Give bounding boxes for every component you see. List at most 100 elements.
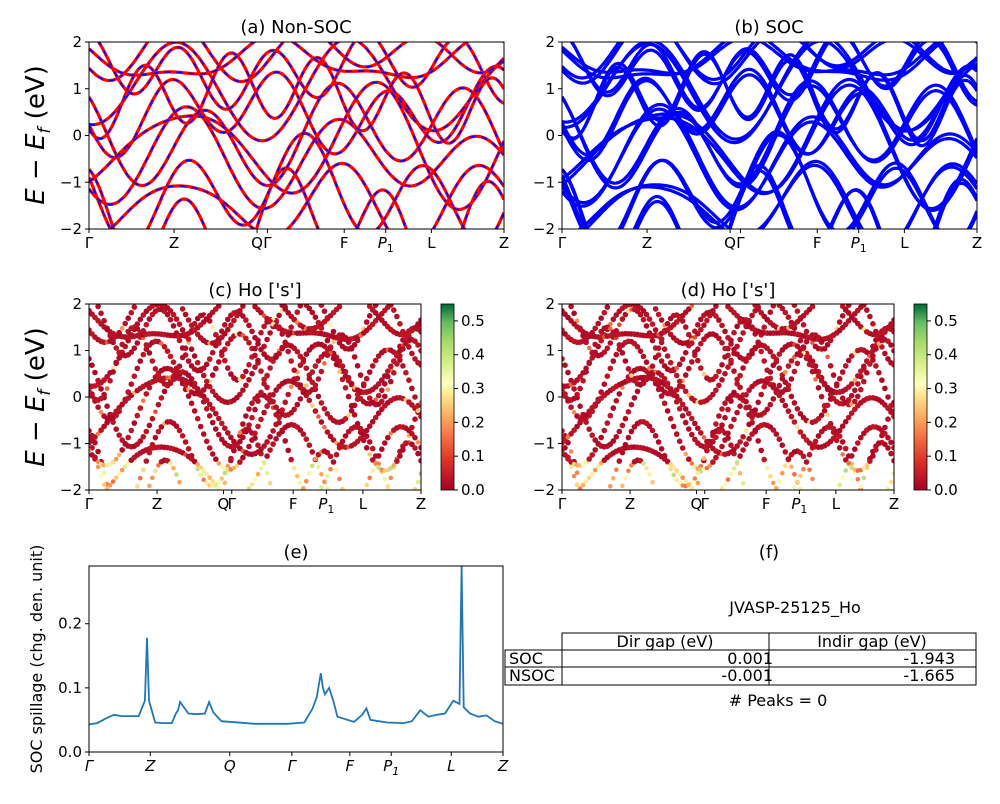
projection-point <box>845 357 852 364</box>
projection-point <box>258 368 264 374</box>
projection-point <box>891 457 894 464</box>
panel-d-axes: 210−1−2Γ Z QΓ F P1 L Z <box>533 295 899 516</box>
kpath-label: Z <box>972 234 982 252</box>
projection-point <box>261 376 267 383</box>
projection-point <box>728 357 734 364</box>
projection-point <box>209 406 216 412</box>
projection-point <box>867 313 873 320</box>
projection-point <box>255 423 261 430</box>
projection-point <box>304 383 309 388</box>
projection-point <box>686 482 692 487</box>
projection-point <box>622 358 629 364</box>
colorbar-tick-label: 0.0 <box>461 481 485 499</box>
projection-point <box>246 422 252 428</box>
projection-point <box>580 482 586 488</box>
projection-point <box>152 434 159 441</box>
projection-point <box>676 361 683 368</box>
projection-point <box>243 368 249 375</box>
projection-point <box>607 412 614 419</box>
projection-point <box>873 447 879 453</box>
projection-point <box>628 401 635 408</box>
projection-point <box>616 391 623 397</box>
projection-point <box>375 453 382 459</box>
y-tick-label: 2 <box>72 33 82 51</box>
y-tick-label: −1 <box>533 435 555 453</box>
projection-point <box>388 304 394 308</box>
band-line <box>562 107 977 212</box>
projection-point <box>658 358 665 364</box>
projection-point <box>104 373 110 380</box>
kpath-label: Q <box>224 757 236 775</box>
projection-point <box>140 351 147 358</box>
y-tick-label: 0.2 <box>58 615 82 633</box>
projection-point <box>661 400 668 407</box>
projection-point <box>764 406 770 413</box>
projection-point <box>161 388 168 395</box>
projection-point <box>243 382 249 389</box>
projection-point <box>176 427 183 434</box>
projection-point <box>810 340 815 346</box>
projection-point <box>725 430 731 437</box>
projection-point <box>641 461 646 466</box>
projection-point <box>316 464 321 470</box>
projection-point <box>797 411 804 417</box>
band-line-dashed <box>89 52 504 145</box>
projection-point <box>366 423 373 430</box>
projection-point <box>692 436 698 443</box>
projection-point <box>288 358 295 364</box>
projection-point <box>354 420 361 427</box>
projection-point <box>307 470 312 476</box>
projection-point <box>203 438 210 445</box>
projection-point <box>794 360 801 367</box>
projection-point <box>713 373 719 380</box>
projection-point <box>179 433 186 439</box>
projection-point <box>195 462 200 467</box>
projection-point <box>176 337 183 344</box>
projection-point <box>673 393 680 400</box>
projection-point <box>415 450 421 457</box>
projection-point <box>610 438 617 444</box>
projection-point <box>366 395 373 402</box>
projection-point <box>734 323 740 330</box>
projection-point <box>679 445 686 451</box>
projection-point <box>562 428 565 434</box>
projection-point <box>740 365 746 371</box>
kpath-label: Z <box>144 757 156 775</box>
projection-point <box>577 486 583 490</box>
projection-point <box>882 441 888 448</box>
kpath-label: Z <box>169 234 179 252</box>
projection-point <box>303 351 310 358</box>
projection-point <box>583 369 589 375</box>
projection-point <box>273 387 279 394</box>
panel-d-projected-bands: 210−1−2Γ Z QΓ F P1 L Z 0.50.40.30.20.10.0 <box>533 295 958 516</box>
projection-point <box>689 485 695 490</box>
projection-point <box>628 428 635 435</box>
projection-point <box>213 410 219 417</box>
projection-point <box>885 487 891 490</box>
projection-point <box>586 345 592 351</box>
projection-point <box>891 444 894 451</box>
projection-point <box>788 413 795 420</box>
band-line-dashed <box>89 81 504 211</box>
projection-point <box>698 316 704 323</box>
projection-point <box>255 357 261 364</box>
projection-point <box>867 361 873 367</box>
projection-point <box>159 341 164 346</box>
kpath-label: L <box>832 495 841 513</box>
projection-point <box>809 368 816 375</box>
projection-point <box>104 386 110 391</box>
projection-point <box>613 398 620 404</box>
projection-point <box>644 465 649 471</box>
projection-point <box>167 308 174 314</box>
projection-point <box>194 415 201 422</box>
projection-point <box>610 316 617 323</box>
projection-point <box>595 464 601 469</box>
projection-point <box>167 316 174 323</box>
projection-point <box>855 381 861 387</box>
projection-point <box>836 445 843 451</box>
projection-point <box>366 369 373 375</box>
projection-point <box>197 423 204 430</box>
projection-point <box>225 430 231 436</box>
colorbar-tick-label: 0.5 <box>934 312 958 330</box>
projection-point <box>749 431 755 437</box>
